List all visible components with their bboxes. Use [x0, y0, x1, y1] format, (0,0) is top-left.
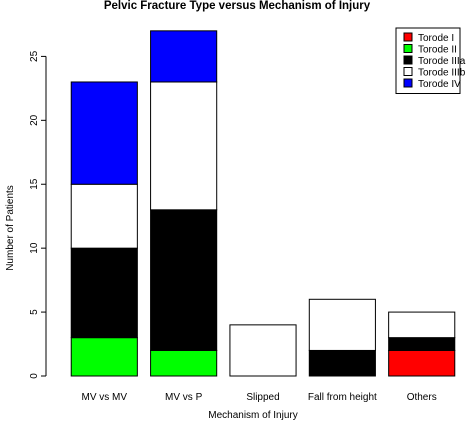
bar-segment: [308, 298, 376, 351]
legend-label: Torode I: [418, 33, 454, 44]
legend-swatch: [403, 32, 413, 42]
bar-segment: [150, 349, 218, 377]
legend-label: Torode II: [418, 45, 457, 56]
x-axis-tick-labels: MV vs MV MV vs P Slipped Fall from height Ot…: [82, 392, 437, 403]
bar-segment: [70, 337, 138, 377]
y-tick-label: 10: [29, 242, 40, 254]
y-tick-label: 0: [29, 373, 40, 379]
bar-segment: [150, 81, 218, 211]
bar-segment: [388, 349, 456, 377]
legend-swatch: [403, 78, 413, 88]
y-tick-label: 15: [29, 178, 40, 190]
x-tick-label: MV vs MV: [82, 392, 128, 403]
bar-segment: [308, 349, 376, 377]
x-tick-label: Others: [407, 392, 437, 403]
bar-segment: [70, 247, 138, 339]
bar-segment: [150, 209, 218, 351]
chart-title: Pelvic Fracture Type versus Mechanism of…: [104, 0, 371, 12]
legend-label: Torode IIIa: [418, 56, 466, 67]
bar-segment: [70, 81, 138, 185]
x-axis-label: Mechanism of Injury: [208, 410, 297, 421]
legend-label: Torode IV: [418, 79, 461, 90]
legend-label: Torode IIIb: [418, 68, 466, 79]
bar-segment: [150, 30, 218, 83]
bar-segment: [229, 324, 297, 377]
legend-swatch: [403, 44, 413, 53]
bar-segment: [388, 337, 456, 351]
bar-segment: [70, 183, 138, 249]
legend-swatch: [403, 67, 413, 76]
legend-swatch: [403, 55, 413, 65]
y-tick-label: 5: [29, 309, 40, 315]
y-tick-label: 20: [29, 114, 40, 126]
y-axis-label: Number of Patients: [5, 185, 16, 271]
x-tick-label: Fall from height: [308, 392, 377, 403]
y-tick-label: 25: [29, 50, 40, 62]
x-tick-label: Slipped: [246, 392, 279, 403]
x-tick-label: MV vs P: [165, 392, 203, 403]
y-axis: 0 5 10 15 20 25: [29, 50, 47, 379]
bars: [70, 30, 456, 377]
bar-segment: [388, 311, 456, 339]
